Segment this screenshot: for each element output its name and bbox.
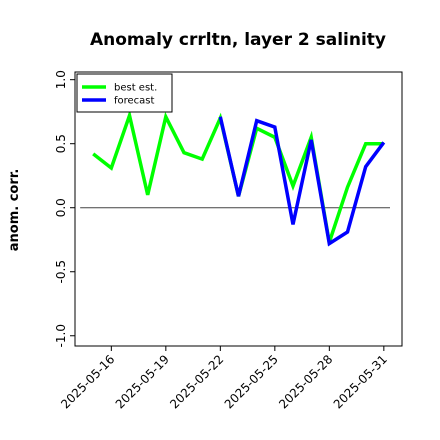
x-tick-label: 2025-05-16 bbox=[58, 352, 117, 411]
y-tick-label: -1.0 bbox=[54, 324, 68, 347]
chart-title: Anomaly crrltn, layer 2 salinity bbox=[90, 30, 386, 50]
y-tick-label: 0.0 bbox=[54, 198, 68, 217]
x-tick-label: 2025-05-22 bbox=[167, 352, 226, 411]
legend-box bbox=[76, 73, 173, 113]
legend-label: best est. bbox=[114, 83, 157, 94]
x-tick-label: 2025-05-28 bbox=[276, 352, 335, 411]
series-layer bbox=[92, 109, 386, 247]
legend: best est. forecast bbox=[76, 73, 173, 113]
series-line-best-est bbox=[92, 109, 384, 243]
x-axis: 2025-05-162025-05-192025-05-222025-05-25… bbox=[58, 346, 390, 411]
y-axis: -1.0 -0.5 0.0 0.5 1.0 bbox=[54, 70, 75, 347]
x-tick-label: 2025-05-25 bbox=[222, 352, 281, 411]
plot-frame bbox=[74, 71, 403, 347]
x-tick-label: 2025-05-19 bbox=[113, 352, 172, 411]
x-tick-label: 2025-05-31 bbox=[331, 352, 390, 411]
y-axis-label: anom. corr. bbox=[7, 169, 22, 252]
y-tick-label: 1.0 bbox=[54, 70, 68, 89]
y-tick-label: 0.5 bbox=[54, 134, 68, 153]
series-line-forecast bbox=[218, 116, 386, 247]
legend-label: forecast bbox=[114, 96, 155, 107]
y-tick-label: -0.5 bbox=[54, 260, 68, 283]
